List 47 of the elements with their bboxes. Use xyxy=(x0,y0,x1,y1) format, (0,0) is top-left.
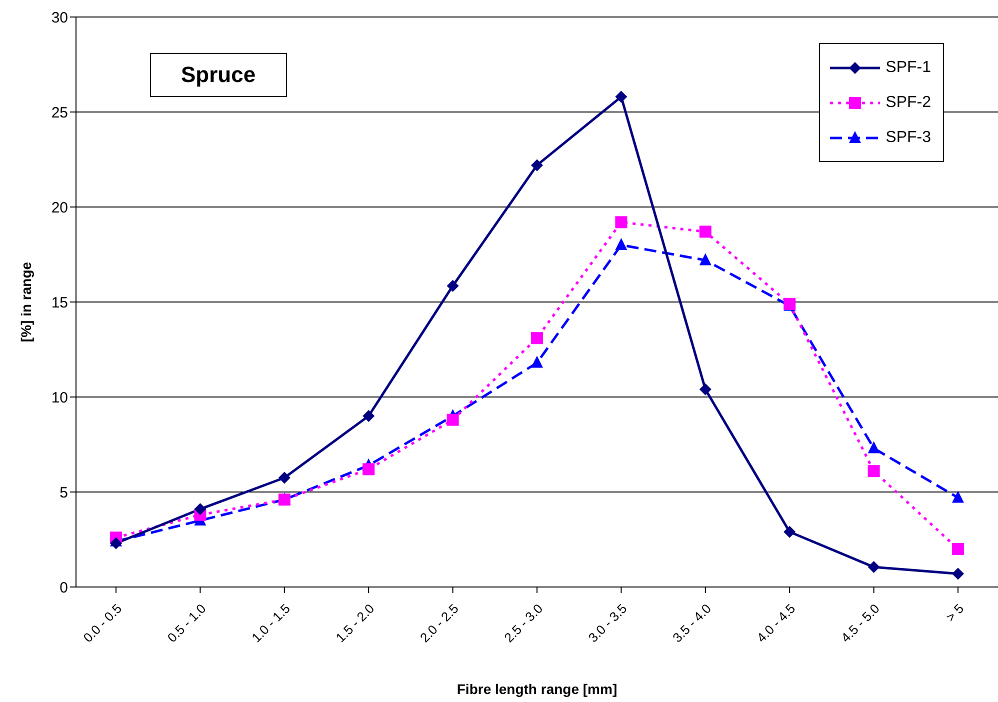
point xyxy=(952,543,964,555)
point xyxy=(784,526,796,538)
annotation: Spruce xyxy=(150,53,287,97)
y-tick-label: 0 xyxy=(60,579,68,596)
point xyxy=(446,414,459,426)
y-tick-label: 25 xyxy=(51,104,68,122)
x-tick-label: 4.0 - 4.5 xyxy=(754,600,798,646)
point xyxy=(531,332,543,344)
point xyxy=(110,537,122,550)
point xyxy=(446,280,459,292)
point xyxy=(615,216,628,228)
y-tick-label: 20 xyxy=(51,199,68,216)
point xyxy=(362,410,375,422)
y-tick-label: 5 xyxy=(60,484,68,502)
legend-label: SPF-2 xyxy=(886,94,931,112)
point xyxy=(868,441,880,454)
legend-label: SPF-3 xyxy=(886,128,931,146)
point xyxy=(868,465,880,478)
point xyxy=(615,238,628,250)
point xyxy=(362,463,375,476)
x-tick-label: 3.0 - 3.5 xyxy=(585,600,630,646)
x-tick-label: 3.5 - 4.0 xyxy=(670,600,714,646)
x-tick-label: > 5 xyxy=(942,600,967,625)
point xyxy=(699,226,712,238)
x-tick-label: 1.0 - 1.5 xyxy=(248,600,293,646)
point xyxy=(699,253,712,266)
point xyxy=(531,356,543,368)
point xyxy=(278,472,290,484)
point xyxy=(615,90,628,103)
legend-label: SPF-1 xyxy=(886,58,931,76)
x-tick-label: 1.5 - 2.0 xyxy=(332,600,378,646)
x-axis-title: Fibre length range [mm] xyxy=(456,681,618,697)
x-tick-label: 0.0 - 0.5 xyxy=(80,600,125,646)
y-tick-label: 10 xyxy=(51,389,68,406)
point xyxy=(699,383,712,396)
x-tick-label: 4.5 - 5.0 xyxy=(838,600,882,646)
y-tick-label: 15 xyxy=(51,294,68,312)
point xyxy=(952,568,964,580)
x-tick-label: 0.5 - 1.0 xyxy=(164,600,209,646)
point xyxy=(194,503,206,516)
x-tick-label: 2.0 - 2.5 xyxy=(417,600,462,646)
x-tick-label: 2.5 - 3.0 xyxy=(501,600,546,646)
y-tick-label: 30 xyxy=(51,9,68,26)
point xyxy=(531,159,543,172)
point xyxy=(952,490,964,503)
y-axis-title: [%] in range xyxy=(18,262,34,342)
point xyxy=(868,561,880,574)
